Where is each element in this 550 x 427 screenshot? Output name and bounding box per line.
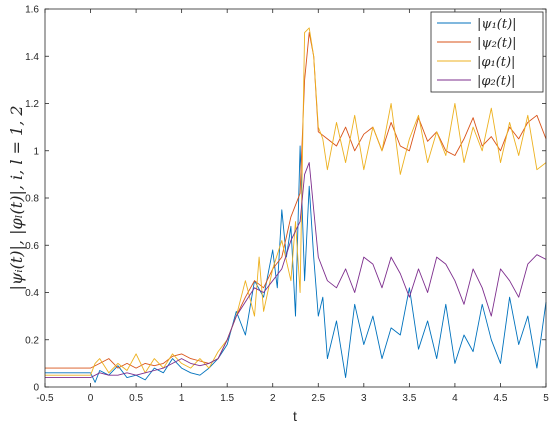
x-tick-label: 3 [361, 393, 367, 404]
y-tick-label: 0.6 [25, 241, 39, 252]
legend-label-4: |φ₂(t)| [477, 74, 515, 89]
x-tick-label: 1 [179, 393, 185, 404]
y-tick-label: 1.6 [25, 5, 39, 16]
x-tick-label: 4.5 [494, 393, 508, 404]
x-tick-label: 3.5 [402, 393, 416, 404]
legend-label-2: |ψ₂(t)| [477, 36, 517, 51]
y-tick-label: 1 [33, 146, 39, 157]
legend-label-3: |φ₁(t)| [477, 55, 515, 70]
x-tick-label: 2 [270, 393, 276, 404]
axis-layer: -0.5 0 0.5 1 1.5 2 2.5 3 3.5 4 4.5 500.20.40.60.811… [25, 5, 549, 405]
series-line-3 [45, 27, 547, 376]
x-tick-label: -0.5 [36, 393, 54, 404]
y-tick-label: 1.4 [25, 52, 39, 63]
x-tick-label: 0.5 [129, 393, 143, 404]
series-line-4 [45, 162, 547, 379]
legend: |ψ₁(t)| |ψ₂(t)| |φ₁(t)| |φ₂(t)| [430, 11, 544, 93]
x-tick-label: 2.5 [311, 393, 325, 404]
x-axis-title: t [293, 408, 297, 424]
plot-frame [44, 8, 547, 388]
x-tick-label: 5 [543, 393, 549, 404]
y-tick-label: 1.2 [25, 99, 39, 110]
y-tick-label: 0.2 [25, 335, 39, 346]
series-line-1 [45, 145, 547, 383]
series-layer [45, 27, 547, 383]
y-axis-title: |ψᵢ(t)|, |φₗ(t)|, i, l = 1, 2 [7, 105, 26, 290]
legend-box [430, 11, 544, 93]
x-tick-label: 4 [452, 393, 458, 404]
legend-label-1: |ψ₁(t)| [477, 17, 517, 32]
x-tick-label: 1.5 [220, 393, 234, 404]
y-tick-label: 0.8 [25, 194, 39, 205]
y-tick-label: 0 [33, 383, 39, 394]
x-tick-label: 0 [88, 393, 94, 404]
y-tick-label: 0.4 [25, 288, 39, 299]
